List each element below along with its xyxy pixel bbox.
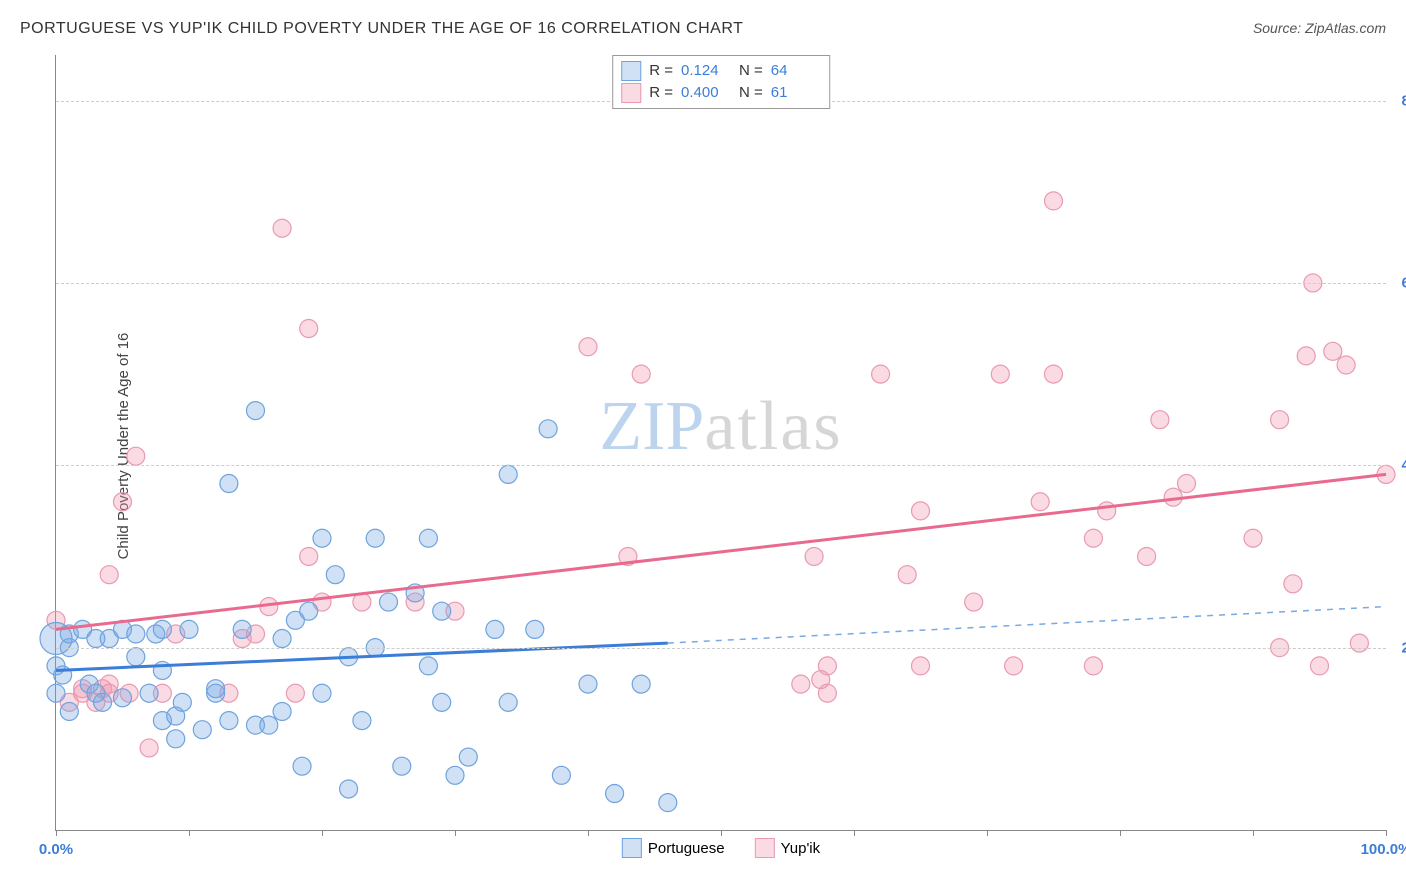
source-name: ZipAtlas.com <box>1305 20 1386 36</box>
y-tick-label: 60.0% <box>1401 274 1406 291</box>
legend-swatch-portuguese <box>622 838 642 858</box>
source-prefix: Source: <box>1253 20 1305 36</box>
x-tick-label: 100.0% <box>1361 841 1406 858</box>
swatch-yupik <box>621 83 641 103</box>
plot-area: ZIPatlas R = 0.124 N = 64 R = 0.400 N = … <box>55 55 1386 831</box>
legend-label-portuguese: Portuguese <box>648 840 725 857</box>
source-attribution: Source: ZipAtlas.com <box>1253 20 1386 36</box>
legend-swatch-yupik <box>755 838 775 858</box>
r-label: R = <box>649 60 673 82</box>
n-value-yupik: 61 <box>771 82 821 104</box>
chart-svg <box>56 55 1386 830</box>
chart-title: PORTUGUESE VS YUP'IK CHILD POVERTY UNDER… <box>20 20 743 38</box>
y-tick-label: 80.0% <box>1401 92 1406 109</box>
legend-item-yupik: Yup'ik <box>755 838 821 858</box>
n-label: N = <box>739 60 763 82</box>
legend-label-yupik: Yup'ik <box>781 840 821 857</box>
x-tick-label: 0.0% <box>39 841 73 858</box>
r-value-portuguese: 0.124 <box>681 60 731 82</box>
r-label-2: R = <box>649 82 673 104</box>
bottom-legend: Portuguese Yup'ik <box>622 838 820 858</box>
top-legend-row-2: R = 0.400 N = 61 <box>621 82 821 104</box>
swatch-portuguese <box>621 61 641 81</box>
top-legend: R = 0.124 N = 64 R = 0.400 N = 61 <box>612 55 830 109</box>
y-tick-label: 40.0% <box>1401 457 1406 474</box>
r-value-yupik: 0.400 <box>681 82 731 104</box>
n-label-2: N = <box>739 82 763 104</box>
top-legend-row-1: R = 0.124 N = 64 <box>621 60 821 82</box>
y-tick-label: 20.0% <box>1401 639 1406 656</box>
n-value-portuguese: 64 <box>771 60 821 82</box>
legend-item-portuguese: Portuguese <box>622 838 725 858</box>
